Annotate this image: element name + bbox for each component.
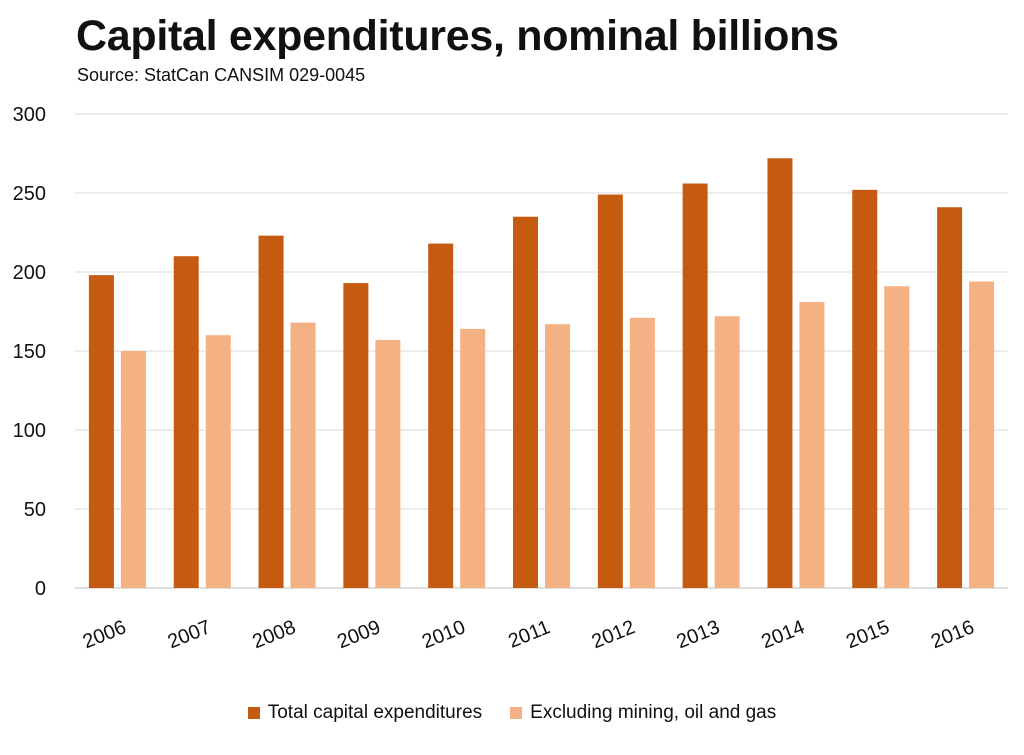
y-tick-label: 100 [13,420,46,442]
x-tick-label: 2009 [334,616,384,653]
bar-excluding-2008 [290,322,316,588]
bar-total-2016 [937,207,963,588]
bar-excluding-2014 [799,302,825,588]
bar-total-2006 [88,275,114,588]
legend-swatch-excluding [510,707,523,719]
legend: Total capital expenditures Excluding min… [0,702,1024,724]
legend-label-total: Total capital expenditures [267,702,483,723]
x-tick-label: 2010 [419,616,469,653]
x-tick-label: 2006 [80,616,130,653]
bar-excluding-2007 [205,335,231,588]
x-tick-label: 2015 [843,616,893,653]
legend-item-total: Total capital expenditures [247,702,483,724]
bar-excluding-2010 [460,328,486,588]
x-tick-label: 2011 [505,616,553,653]
bar-total-2014 [767,158,793,589]
x-tick-label: 2012 [589,616,639,653]
chart-title: Capital expenditures, nominal billions [76,12,839,60]
bar-excluding-2016 [969,281,995,588]
legend-swatch-total [247,707,260,719]
bar-total-2015 [852,189,878,588]
x-tick-label: 2013 [674,616,724,653]
bar-total-2013 [682,183,708,588]
legend-item-excluding: Excluding mining, oil and gas [510,702,776,724]
x-tick-label: 2014 [758,616,808,653]
y-tick-label: 250 [13,183,46,205]
y-tick-label: 0 [35,578,46,600]
y-tick-label: 150 [13,341,46,363]
bar-excluding-2015 [884,286,910,588]
x-axis-ticks: 2006 2007 2008 2009 2010 2011 2012 2013 2014 2015… [80,616,978,653]
x-tick-label: 2008 [249,616,299,653]
y-tick-label: 200 [13,262,46,284]
bars [88,158,995,589]
bar-total-2011 [513,216,538,588]
y-tick-label: 50 [24,499,46,521]
bar-total-2008 [258,235,284,588]
bar-total-2007 [173,256,199,588]
bar-total-2009 [343,283,369,588]
bar-total-2012 [597,194,623,588]
bar-total-2010 [428,243,454,588]
bar-excluding-2013 [714,316,740,588]
chart-subtitle: Source: StatCan CANSIM 029-0045 [77,65,366,85]
legend-label-excluding: Excluding mining, oil and gas [530,702,777,723]
bar-excluding-2011 [545,324,570,588]
x-tick-label: 2007 [165,616,215,653]
x-tick-label: 2016 [928,616,978,653]
y-tick-label: 300 [13,104,46,126]
bar-excluding-2009 [375,339,401,588]
y-axis-ticks: 0 50 100 150 200 250 300 [13,104,46,600]
bar-excluding-2012 [629,317,655,588]
bar-excluding-2006 [120,351,146,588]
